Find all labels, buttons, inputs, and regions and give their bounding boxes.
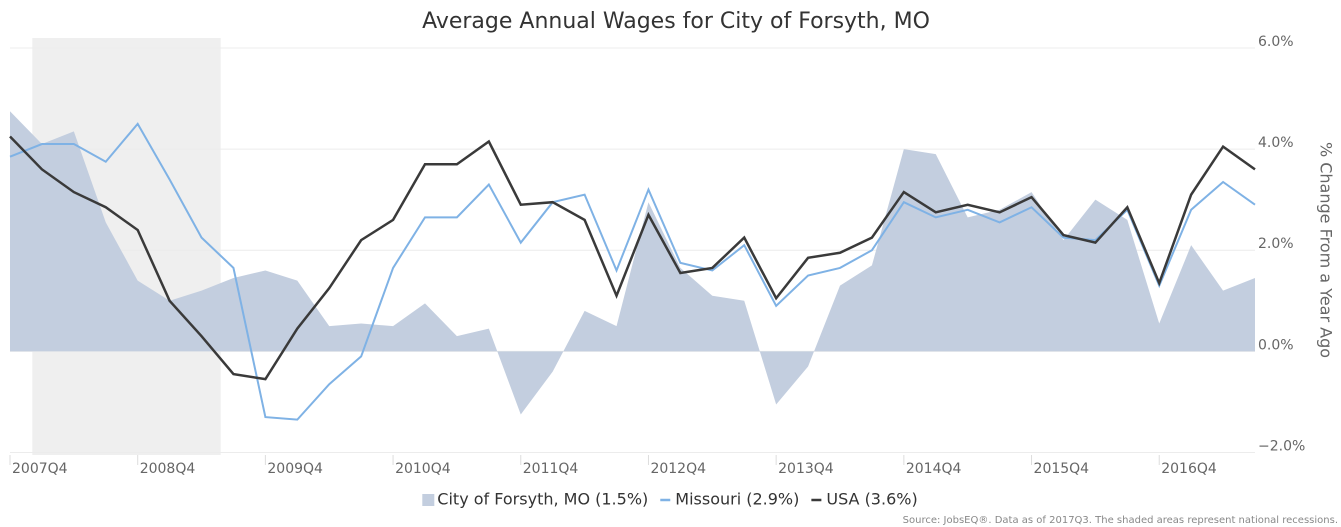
y-tick-label: 0.0% xyxy=(1258,337,1294,353)
x-tick-label: 2015Q4 xyxy=(1034,461,1090,477)
y-tick-label: 2.0% xyxy=(1258,236,1294,252)
x-tick-label: 2013Q4 xyxy=(778,461,834,477)
x-tick-label: 2007Q4 xyxy=(12,461,68,477)
y-tick-label: 6.0% xyxy=(1258,34,1294,50)
x-tick-label: 2016Q4 xyxy=(1161,461,1217,477)
x-tick-label: 2010Q4 xyxy=(395,461,451,477)
area xyxy=(10,111,1255,415)
legend: City of Forsyth, MO (1.5%) Missouri (2.9%… xyxy=(422,490,918,509)
legend-label: USA (3.6%) xyxy=(826,490,917,509)
x-tick-label: 2008Q4 xyxy=(140,461,196,477)
line xyxy=(9,135,1256,381)
legend-label: City of Forsyth, MO (1.5%) xyxy=(437,490,648,509)
x-tick-label: 2011Q4 xyxy=(523,461,579,477)
x-tick-label: 2014Q4 xyxy=(906,461,962,477)
y-tick-label: 4.0% xyxy=(1258,135,1294,151)
x-tick-label: 2012Q4 xyxy=(650,461,706,477)
chart-title: Average Annual Wages for City of Forsyth… xyxy=(422,9,930,34)
x-tick-label: 2009Q4 xyxy=(267,461,323,477)
legend-swatch xyxy=(422,494,435,506)
line xyxy=(9,122,1256,421)
source-note: Source: JobsEQ®. Data as of 2017Q3. The … xyxy=(903,515,1338,526)
legend-label: Missouri (2.9%) xyxy=(675,490,799,509)
y-axis-label: % Change From a Year Ago xyxy=(1317,142,1336,358)
y-tick-label: −2.0% xyxy=(1258,438,1305,454)
